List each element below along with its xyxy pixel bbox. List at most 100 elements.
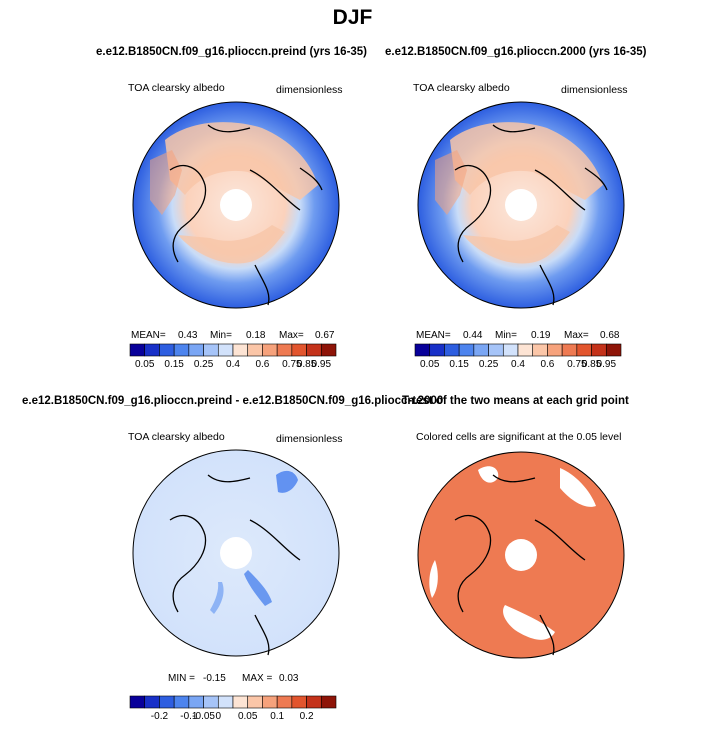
panel-1-mean-label: MEAN= (131, 330, 166, 341)
colorbar-3-swatch (217, 695, 234, 709)
colorbar-3-swatch (203, 695, 219, 709)
panel-3-title: e.e12.B1850CN.f09_g16.plioccn.preind - e… (22, 395, 444, 407)
panel-1-mean-value: 0.43 (178, 330, 198, 341)
colorbar-1-tick-label: 0.15 (164, 359, 184, 370)
colorbar-1-swatch (306, 343, 322, 357)
colorbar-3-tick-label: -0.1 (180, 711, 198, 722)
colorbar-3-swatch (276, 695, 293, 709)
colorbar-1-tick-label: 0.95 (312, 359, 332, 370)
colorbar-3-swatch (291, 695, 307, 709)
colorbar-3-swatch (173, 695, 190, 709)
colorbar-1-swatch (159, 343, 175, 357)
panel-1-max-value: 0.67 (315, 330, 335, 341)
colorbar-2-swatch (561, 343, 578, 357)
colorbar-1-tick-label: 0.85 (297, 359, 317, 370)
colorbar-3-swatch (247, 695, 263, 709)
colorbar-3-tick-label: -0.05 (192, 711, 215, 722)
panel-3-max-value: 0.03 (279, 673, 299, 684)
figure-title: DJF (332, 6, 373, 29)
panel-2-mean-value: 0.44 (463, 330, 483, 341)
colorbar-3-tick-label: 0.2 (300, 711, 314, 722)
colorbar-2-swatch (473, 343, 489, 357)
colorbar-2-tick-label: 0.4 (511, 359, 525, 370)
panel-2-min-value: 0.19 (531, 330, 551, 341)
panel-3-map (132, 449, 340, 657)
colorbar-3-swatch (129, 695, 146, 709)
colorbar-1-swatch (173, 343, 190, 357)
colorbar-1-swatch (320, 343, 337, 357)
panel-2-map (417, 101, 625, 309)
panel-2-max-value: 0.68 (600, 330, 620, 341)
colorbar-2-swatch (547, 343, 563, 357)
panel-3-units-label: dimensionless (276, 433, 343, 445)
colorbar-1-swatch (276, 343, 293, 357)
colorbar-2-tick-label: 0.05 (420, 359, 440, 370)
colorbar-2-swatch (591, 343, 607, 357)
panel-3-min-label: MIN = (168, 673, 195, 684)
colorbar-2-swatch (414, 343, 431, 357)
colorbar-1-swatch (262, 343, 278, 357)
panel-1-variable-label: TOA clearsky albedo (128, 82, 225, 94)
panel-2-title: e.e12.B1850CN.f09_g16.plioccn.2000 (yrs … (385, 46, 647, 58)
colorbar-1-swatch (247, 343, 263, 357)
colorbar-1-swatch (188, 343, 204, 357)
colorbar-panel-3: -0.2 -0.1-0.05 0 0.05 0.1 0.2 (129, 695, 337, 722)
colorbar-3-tick-label: 0.1 (270, 711, 284, 722)
colorbar-2-tick-label: 0.25 (479, 359, 499, 370)
colorbar-1-tick-label: 0.05 (135, 359, 155, 370)
colorbar-2-swatch (458, 343, 475, 357)
panel-3-max-label: MAX = (242, 673, 273, 684)
colorbar-3-swatch (144, 695, 160, 709)
panel-2-variable-label: TOA clearsky albedo (413, 82, 510, 94)
panel-3-variable-label: TOA clearsky albedo (128, 431, 225, 443)
panel-1-title: e.e12.B1850CN.f09_g16.plioccn.preind (yr… (96, 46, 368, 58)
colorbar-1-tick-label: 0.6 (255, 359, 269, 370)
colorbar-3-tick-label: 0 (216, 711, 222, 722)
colorbar-3-swatch (232, 695, 249, 709)
panel-1-max-label: Max= (279, 330, 304, 341)
colorbar-3-swatch (306, 695, 322, 709)
colorbar-2-swatch (576, 343, 592, 357)
panel-3-min-value: -0.15 (203, 673, 226, 684)
colorbar-2-tick-label: 0.95 (597, 359, 617, 370)
colorbar-2-tick-label: 0.6 (540, 359, 554, 370)
colorbar-1-swatch (203, 343, 219, 357)
colorbar-1-swatch (217, 343, 234, 357)
panel-4-map (417, 451, 625, 659)
colorbar-3-tick-label: 0.05 (238, 711, 258, 722)
colorbar-2-tick-label: 0.85 (582, 359, 602, 370)
panel-1-units-label: dimensionless (276, 84, 343, 96)
colorbar-3-tick-label: -0.2 (151, 711, 169, 722)
colorbar-1-swatch (144, 343, 160, 357)
colorbar-3-swatch (159, 695, 175, 709)
colorbar-2-swatch (488, 343, 504, 357)
colorbar-3-swatch (188, 695, 204, 709)
panel-4-title: T-test of the two means at each grid poi… (402, 395, 629, 407)
colorbar-3-swatch (262, 695, 278, 709)
colorbar-1-tick-label: 0.4 (226, 359, 240, 370)
colorbar-2-tick-label: 0.15 (449, 359, 469, 370)
colorbar-panel-1: 0.05 0.15 0.25 0.4 0.6 0.750.850.95 (129, 343, 337, 370)
panel-1-min-value: 0.18 (246, 330, 266, 341)
colorbar-1-swatch (129, 343, 146, 357)
panel-2-mean-label: MEAN= (416, 330, 451, 341)
colorbar-1-tick-label: 0.75 (282, 359, 302, 370)
colorbar-2-swatch (429, 343, 445, 357)
panel-2-units-label: dimensionless (561, 84, 628, 96)
colorbar-1-tick-label: 0.25 (194, 359, 214, 370)
colorbar-panel-2: 0.05 0.15 0.25 0.4 0.6 0.750.850.95 (414, 343, 622, 370)
panel-1-min-label: Min= (210, 330, 232, 341)
colorbar-1-swatch (291, 343, 307, 357)
colorbar-2-swatch (605, 343, 622, 357)
panel-1-map (132, 101, 340, 309)
panel-2-max-label: Max= (564, 330, 589, 341)
colorbar-1-swatch (232, 343, 249, 357)
colorbar-2-swatch (517, 343, 534, 357)
colorbar-2-swatch (444, 343, 460, 357)
colorbar-2-swatch (532, 343, 548, 357)
colorbar-2-swatch (502, 343, 519, 357)
panel-2-min-label: Min= (495, 330, 517, 341)
panel-4-note-label: Colored cells are significant at the 0.0… (416, 431, 622, 443)
colorbar-2-tick-label: 0.75 (567, 359, 587, 370)
